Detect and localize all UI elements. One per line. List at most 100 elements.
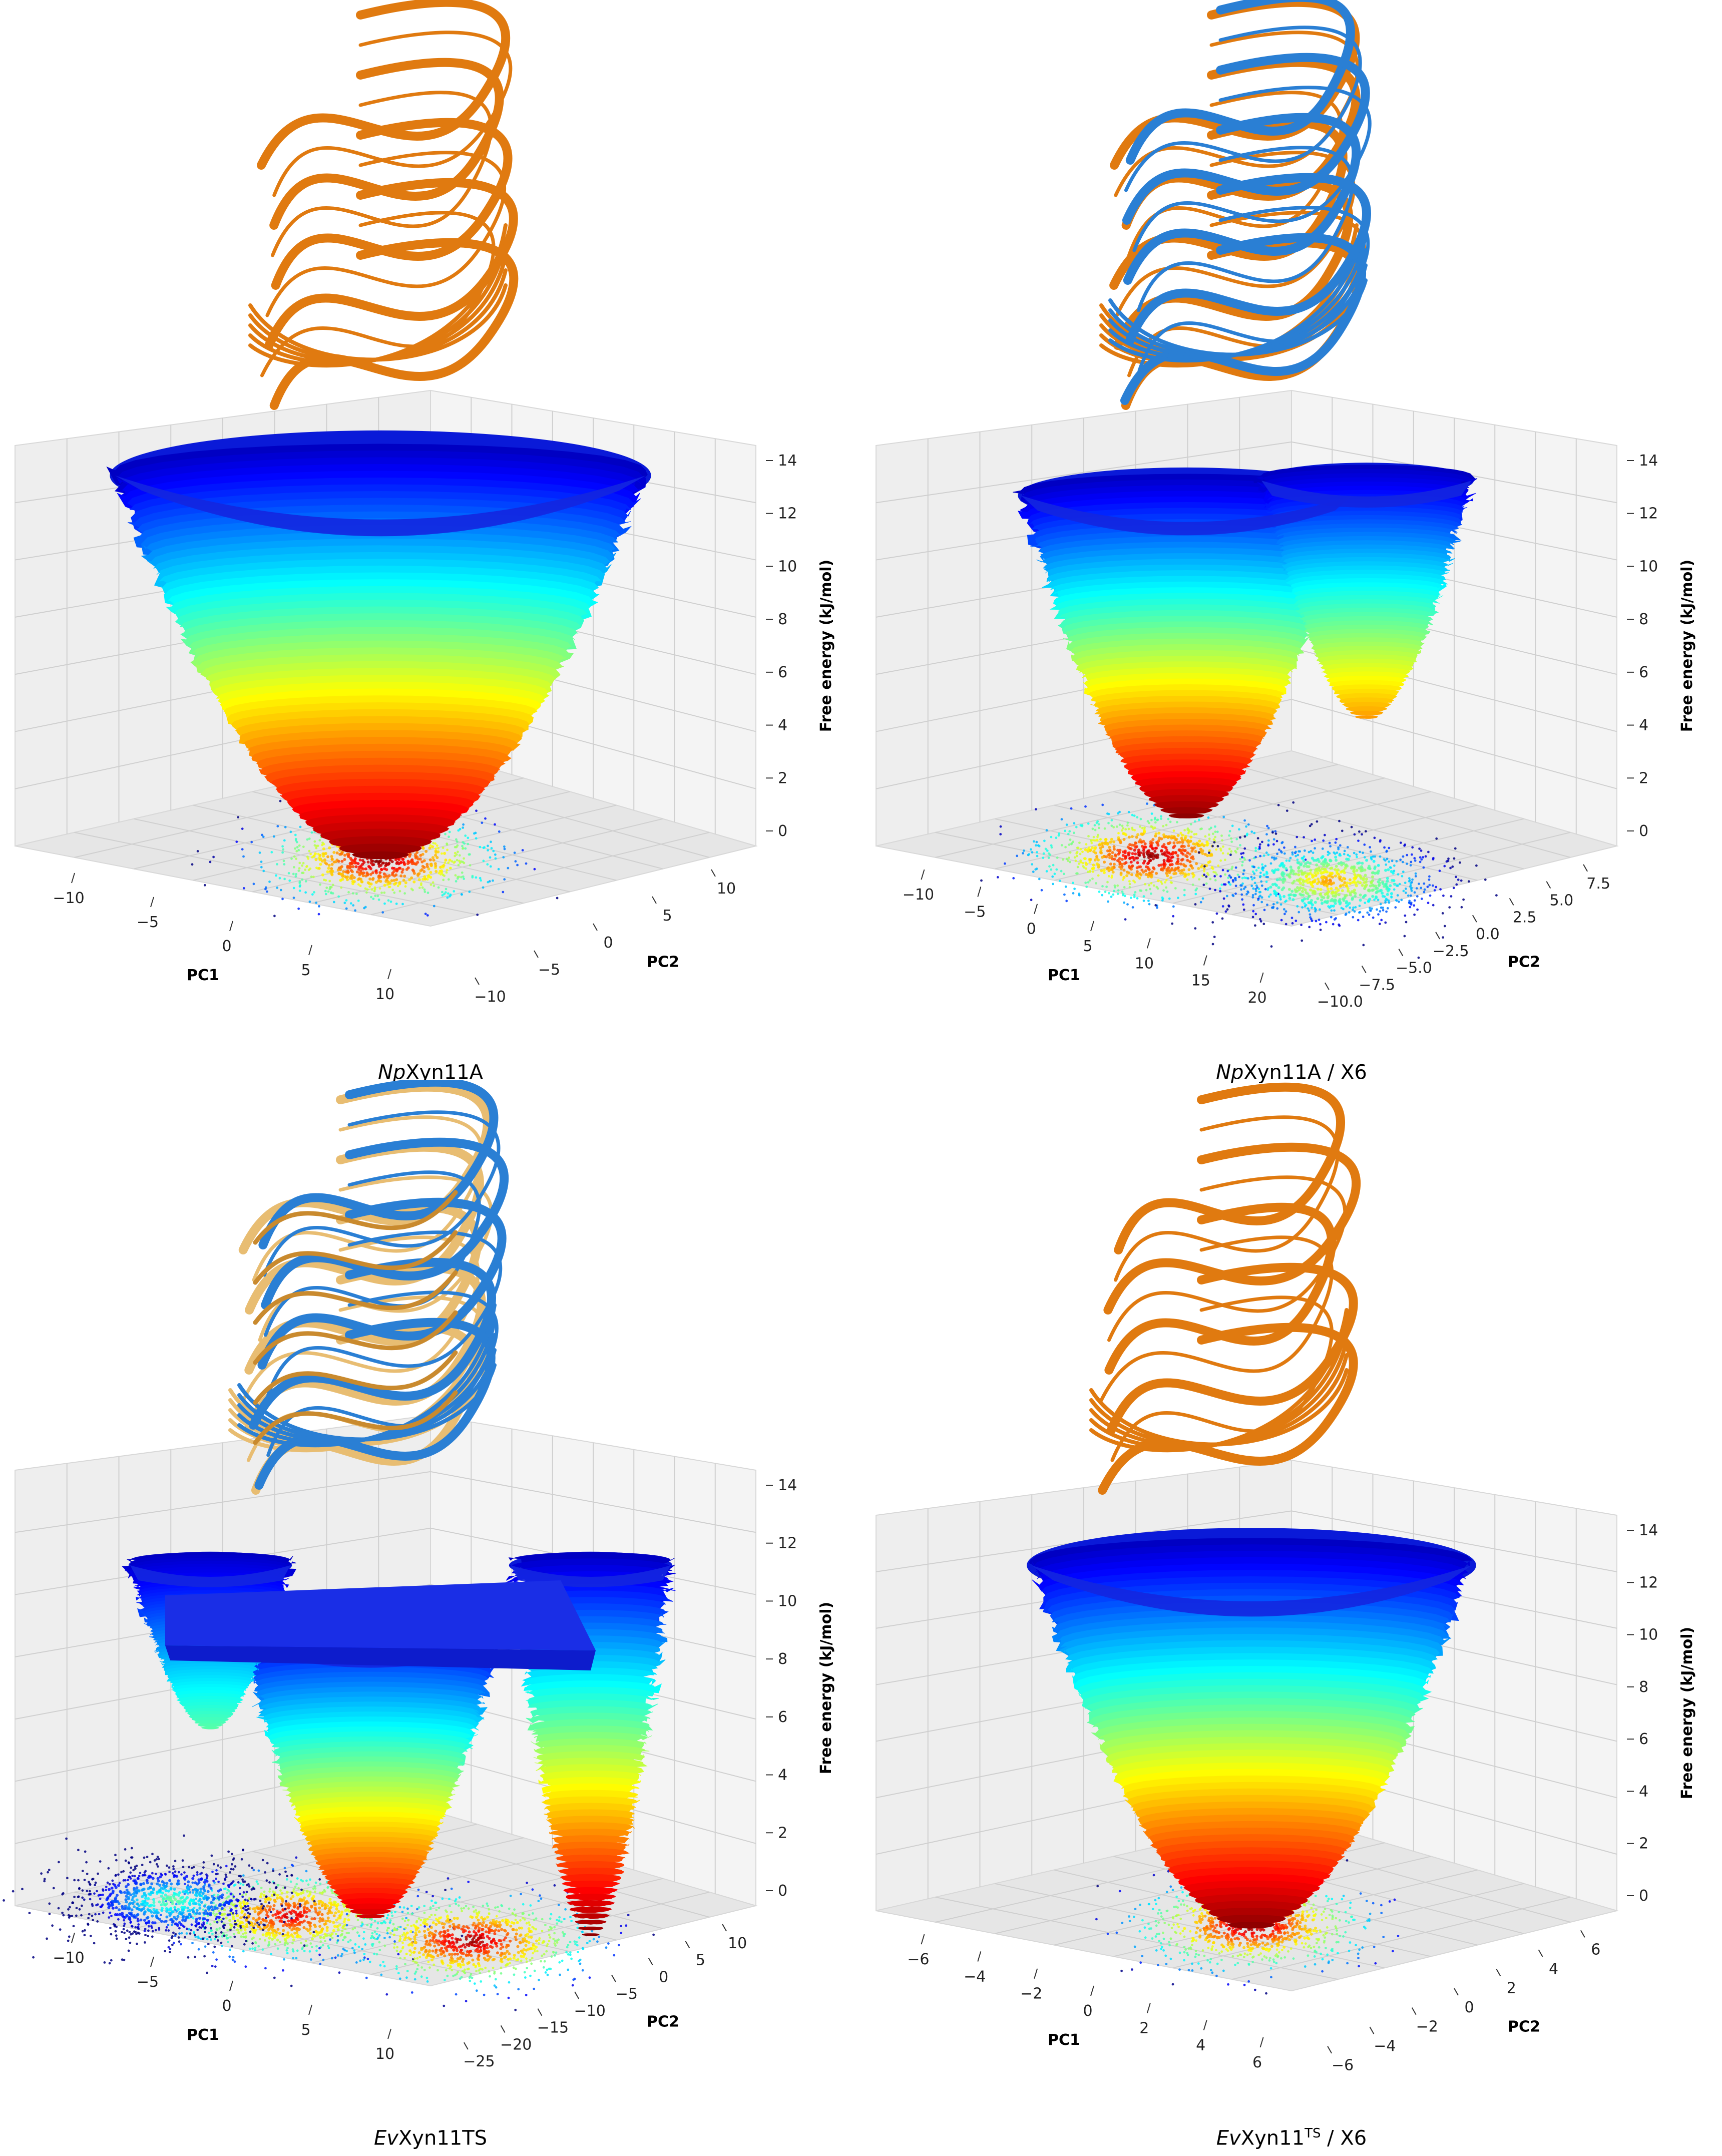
z-axis-label: Free energy (kJ/mol)	[1678, 560, 1696, 732]
x-tick-label: 0	[222, 1997, 231, 2015]
y-tick-label: 10	[717, 880, 736, 898]
y-tick-label: 0	[1464, 1999, 1474, 2016]
surface-plot: 0 2 4 6 8 10 12 14 Free energy (kJ/mol) −10 −5 0 5 10…	[3, 1080, 835, 2070]
x-tick-label: −4	[964, 1968, 986, 1985]
y-tick-label: −10	[474, 988, 506, 1006]
z-tick-label: 2	[1639, 1835, 1648, 1853]
z-tick-label: 2	[778, 1824, 787, 1842]
caption-italic: Ev	[373, 2126, 398, 2150]
panel-caption: EvXyn11TS	[0, 2126, 861, 2149]
z-axis: 0 2 4 6 8 10 12 14 Free energy (kJ/mol)	[1627, 452, 1696, 840]
x-tick-label: 10	[375, 2045, 394, 2063]
x-axis: −10 −5 0 5 10 15 20 PC1	[903, 869, 1267, 1007]
z-tick-label: 6	[1639, 664, 1648, 681]
z-tick-label: 12	[778, 505, 797, 523]
x-axis-label: PC1	[1048, 2031, 1080, 2049]
free-energy-surface	[122, 1551, 676, 1936]
chart-panel-npxyn11a-x6: 0 2 4 6 8 10 12 14 Free energy (kJ/mol) −10 −5 0 5 10…	[861, 0, 1722, 1084]
scatter-projection	[191, 799, 559, 918]
chart-panel-evxyn11ts-x6: 0 2 4 6 8 10 12 14 Free energy (kJ/mol) −6 −4 −2 0 2 4…	[861, 1080, 1722, 2156]
x-axis: −6 −4 −2 0 2 4 6 PC1	[907, 1934, 1264, 2071]
x-tick-label: −2	[1020, 1985, 1042, 2003]
z-tick-label: 4	[1639, 717, 1648, 734]
x-tick-label: −5	[964, 903, 986, 921]
z-tick-label: 8	[1639, 1678, 1648, 1696]
z-tick-label: 4	[778, 717, 787, 734]
y-axis-label: PC2	[1508, 954, 1540, 971]
free-energy-surface	[106, 430, 651, 859]
protein-structure-image	[1089, 1082, 1361, 1495]
x-tick-label: 15	[1191, 972, 1210, 990]
y-tick-label: −15	[537, 2019, 569, 2037]
z-tick-label: 14	[1639, 1522, 1658, 1539]
x-tick-label: −10	[53, 1949, 84, 1967]
caption-italic: Ev	[1216, 2126, 1241, 2150]
x-tick-label: −10	[53, 890, 84, 907]
x-tick-label: 5	[1083, 938, 1092, 955]
caption-italic: Np	[1216, 1061, 1244, 1084]
z-tick-label: 8	[1639, 611, 1648, 628]
y-tick-label: 0.0	[1476, 926, 1500, 943]
y-tick-label: 5.0	[1550, 892, 1574, 910]
x-tick-label: 5	[301, 2021, 310, 2039]
x-tick-label: −10	[903, 886, 934, 904]
y-axis: −10.0−7.5−5.0−2.5 0.0 2.5 5.0 7.5 PC2	[1317, 864, 1610, 1011]
caption-rest: Xyn11A / X6	[1243, 1061, 1367, 1084]
z-tick-label: 10	[778, 558, 797, 575]
z-axis: 0 2 4 6 8 10 12 14 Free energy (kJ/mol)	[766, 452, 835, 840]
scatter-projection	[980, 793, 1498, 959]
y-tick-label: −5.0	[1396, 960, 1432, 977]
z-tick-label: 6	[778, 664, 787, 681]
x-tick-label: 10	[1135, 955, 1154, 972]
z-tick-label: 12	[1639, 505, 1658, 523]
y-tick-label: −7.5	[1359, 976, 1395, 994]
z-tick-label: 12	[1639, 1574, 1658, 1591]
y-tick-label: 4	[1549, 1960, 1558, 1978]
z-tick-label: 8	[778, 611, 787, 628]
z-axis-label: Free energy (kJ/mol)	[1678, 1627, 1696, 1799]
x-axis-label: PC1	[1048, 967, 1080, 984]
y-tick-label: −5	[538, 961, 560, 979]
scatter-projection	[3, 1834, 655, 2011]
y-axis: −25 −20 −15 −10 −5 0 5 10 PC2	[463, 1924, 747, 2070]
free-energy-surface	[1027, 1528, 1476, 1929]
z-tick-label: 2	[778, 769, 787, 787]
surface-plot: 0 2 4 6 8 10 12 14 Free energy (kJ/mol) −10 −5 0 5 10…	[876, 0, 1696, 1011]
z-tick-label: 0	[1639, 1887, 1648, 1905]
x-tick-label: 10	[375, 986, 394, 1003]
caption-rest: Xyn11	[1240, 2126, 1305, 2150]
x-tick-label: 0	[222, 938, 231, 955]
z-tick-label: 8	[778, 1650, 787, 1668]
z-tick-label: 0	[778, 822, 787, 840]
z-tick-label: 2	[1639, 769, 1648, 787]
y-tick-label: 2.5	[1513, 909, 1537, 926]
x-tick-label: 0	[1027, 921, 1036, 938]
x-tick-label: 4	[1196, 2037, 1205, 2054]
z-axis: 0 2 4 6 8 10 12 14 Free energy (kJ/mol)	[1627, 1522, 1696, 1905]
z-tick-label: 14	[778, 452, 797, 470]
x-tick-label: 5	[301, 962, 310, 979]
z-tick-label: 4	[1639, 1783, 1648, 1800]
y-tick-label: −5	[616, 1985, 638, 2003]
y-axis: −10 −5 0 5 10 PC2	[474, 869, 736, 1006]
x-axis: −10 −5 0 5 10 PC1	[53, 873, 394, 1003]
protein-structure-image	[228, 1080, 509, 1495]
y-axis: −6 −4 −2 0 2 4 6 PC2	[1327, 1930, 1600, 2074]
chart-panel-evxyn11ts: 0 2 4 6 8 10 12 14 Free energy (kJ/mol) −10 −5 0 5 10…	[0, 1080, 861, 2156]
x-tick-label: 6	[1252, 2054, 1262, 2071]
caption-rest: Xyn11TS	[398, 2126, 488, 2150]
y-tick-label: −4	[1374, 2037, 1396, 2055]
y-axis-label: PC2	[1508, 2018, 1540, 2036]
x-tick-label: −6	[907, 1951, 929, 1968]
surface-plot: 0 2 4 6 8 10 12 14 Free energy (kJ/mol) −10 −5 0 5 10…	[15, 0, 835, 1006]
z-tick-label: 12	[778, 1535, 797, 1552]
x-axis-label: PC1	[187, 967, 219, 984]
y-tick-label: −2.5	[1433, 943, 1469, 960]
caption-italic: Np	[378, 1061, 406, 1084]
z-axis-label: Free energy (kJ/mol)	[817, 1602, 835, 1774]
protein-structure-image	[248, 0, 519, 410]
y-tick-label: 2	[1507, 1979, 1516, 1997]
surface-plot: 0 2 4 6 8 10 12 14 Free energy (kJ/mol) −6 −4 −2 0 2 4…	[876, 1082, 1696, 2074]
x-tick-label: 2	[1139, 2019, 1149, 2037]
x-axis-label: PC1	[187, 2026, 219, 2044]
